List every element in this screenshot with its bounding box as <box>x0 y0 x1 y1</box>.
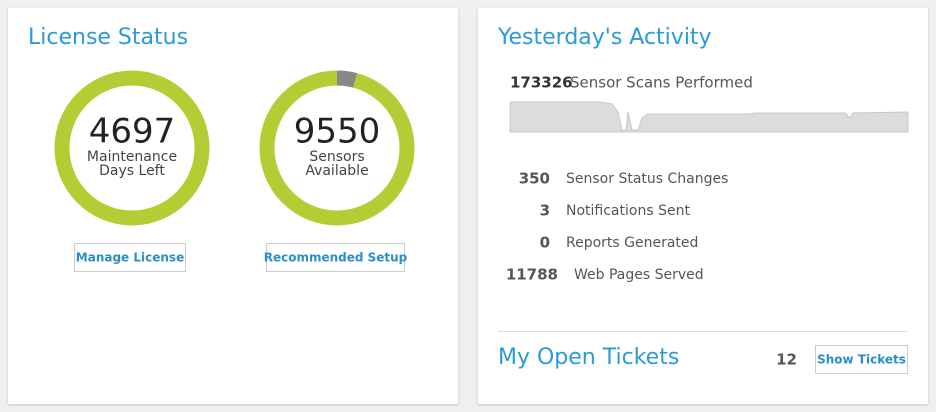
stat-label: Notifications Sent <box>566 203 690 219</box>
license-panel <box>8 8 458 404</box>
panel-title: My Open Tickets <box>498 345 679 370</box>
button-label[interactable]: Recommended Setup <box>264 251 408 265</box>
panel-title: License Status <box>28 25 188 50</box>
gauge-ring <box>54 70 210 226</box>
recommended-setup-button[interactable]: Recommended Setup <box>264 243 408 272</box>
stat-label: Reports Generated <box>566 235 698 251</box>
stat-value: 350 <box>519 170 550 188</box>
gauge-label: Maintenance <box>87 149 177 165</box>
stat-value: 3 <box>540 202 550 220</box>
gauge-value: 9550 <box>294 112 381 152</box>
show-tickets-button[interactable]: Show Tickets <box>815 345 908 374</box>
button-frame[interactable] <box>266 243 405 272</box>
panel-title: Yesterday's Activity <box>497 25 712 50</box>
button-frame[interactable] <box>815 345 908 374</box>
ticket-count: 12 <box>776 351 797 369</box>
stat-value: 0 <box>540 234 550 252</box>
gauge-used <box>336 70 358 88</box>
gauge-label: Sensors <box>309 149 364 165</box>
stat-value: 11788 <box>506 266 558 284</box>
button-label[interactable]: Manage License <box>76 251 184 265</box>
stat-label: Web Pages Served <box>574 267 704 283</box>
gauge-label: Days Left <box>99 163 165 179</box>
sparkline <box>509 101 909 133</box>
headline-value: 173326 <box>510 74 573 92</box>
button-label[interactable]: Show Tickets <box>817 353 906 367</box>
stat-label: Sensor Status Changes <box>566 171 728 187</box>
manage-license-button[interactable]: Manage License <box>74 243 186 272</box>
gauge-label: Available <box>305 163 368 179</box>
activity-panel <box>478 8 928 404</box>
headline-label: Sensor Scans Performed <box>570 74 753 92</box>
button-frame[interactable] <box>74 243 186 272</box>
gauge-value: 4697 <box>89 112 176 152</box>
